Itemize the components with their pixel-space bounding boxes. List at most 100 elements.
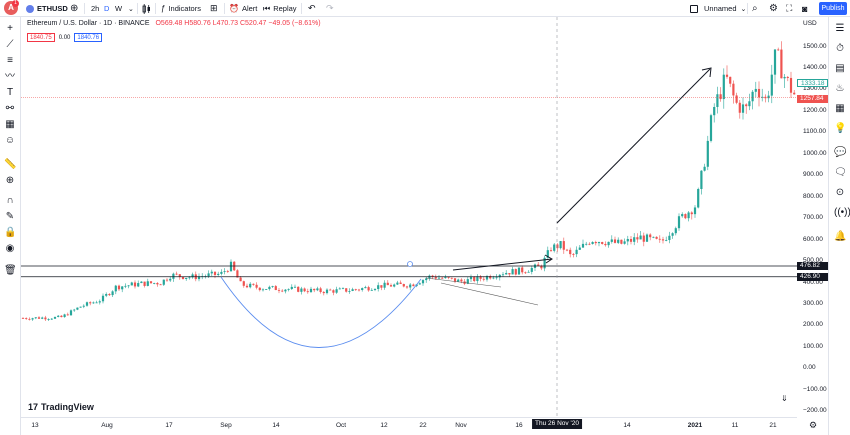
time-tick: 12 <box>380 422 388 429</box>
candle-body <box>175 273 178 275</box>
redo-icon[interactable]: ↷ <box>326 3 334 13</box>
camera-icon[interactable]: ◙ <box>802 3 808 14</box>
trendline-icon[interactable]: ⟋ <box>6 39 14 50</box>
search-icon[interactable]: ⌕ <box>752 3 758 14</box>
replay-button[interactable]: ⏮ Replay <box>263 2 297 15</box>
templates-grid-icon[interactable]: ⊞ <box>210 3 218 13</box>
candle-body <box>335 289 338 293</box>
gear-icon[interactable]: ⚙ <box>769 3 778 14</box>
candle-body <box>191 274 194 278</box>
chart-style-candles-icon[interactable] <box>142 2 151 15</box>
indicators-button[interactable]: ƒ Indicators <box>161 2 201 15</box>
price-label-upper: 1333.18 <box>797 79 828 87</box>
candle-body <box>79 306 82 308</box>
pattern-icon[interactable]: 〰 <box>5 71 15 82</box>
candle-body <box>249 283 252 288</box>
streams-icon[interactable]: ⊙ <box>835 187 845 198</box>
axis-settings-gear-icon[interactable]: ⚙ <box>809 420 818 430</box>
alerts-clock-icon[interactable]: ⏱ <box>836 43 844 54</box>
candle-body <box>709 115 713 141</box>
publish-button[interactable]: Publish <box>819 2 847 15</box>
candle-body <box>370 289 373 291</box>
candle-body <box>185 277 188 279</box>
emoji-icon[interactable]: ☺ <box>4 135 16 146</box>
prediction-icon[interactable]: ⚯ <box>5 103 15 114</box>
chats-icon[interactable]: 🗨 <box>834 167 847 178</box>
time-tick: Sep <box>220 422 232 429</box>
candle-body <box>85 302 89 306</box>
candle-body <box>620 239 623 244</box>
tradingview-logo[interactable]: 17 TradingView <box>28 402 94 412</box>
undo-icon[interactable]: ↶ <box>308 3 316 13</box>
candle-body <box>777 49 780 51</box>
compare-add-icon[interactable]: ⊕ <box>70 3 79 14</box>
hotlist-fire-icon[interactable]: ♨ <box>835 83 845 94</box>
candle-body <box>549 250 553 251</box>
calendar-icon[interactable]: ▦ <box>835 103 845 114</box>
currency-label[interactable]: USD <box>803 20 817 27</box>
candle-body <box>261 289 265 291</box>
candle-body <box>348 290 351 292</box>
zoom-in-icon[interactable]: ⊕ <box>5 175 15 186</box>
notifications-bell-icon[interactable]: 🔔 <box>834 231 847 242</box>
candle-body <box>716 94 719 107</box>
interval-w[interactable]: W <box>115 4 123 13</box>
candle-body <box>188 277 191 279</box>
time-tick: 11 <box>731 422 739 429</box>
candle-body <box>665 239 668 241</box>
candle-body <box>751 91 754 102</box>
candle-body <box>668 235 671 240</box>
candle-body <box>274 286 277 291</box>
interval-dropdown-icon[interactable]: ⌄ <box>128 5 134 13</box>
buy-price-box[interactable]: 1840.76 <box>74 33 103 42</box>
magnet-icon[interactable]: ∩ <box>6 195 14 206</box>
candle-body <box>31 318 34 320</box>
time-axis[interactable]: 13 Aug 17 Sep 14 Oct 12 22 Nov 16 14 2021 11 21 Thu 2… <box>21 417 817 435</box>
alarm-clock-icon: ⏰ <box>229 4 239 13</box>
data-window-icon[interactable]: ▤ <box>835 63 845 74</box>
candle-body <box>44 317 47 320</box>
fullscreen-icon[interactable]: ⛶ <box>786 3 793 13</box>
candle-body <box>498 274 501 278</box>
measure-ruler-icon[interactable]: 📏 <box>4 159 17 170</box>
candle-body <box>565 249 569 251</box>
legend-high: H580.76 <box>184 20 211 27</box>
broadcast-icon[interactable]: ((•)) <box>834 207 850 218</box>
right-sidebar: ☰ ⏱ ▤ ♨ ▦ 💡 💬 🗨 ⊙ ((•)) 🔔 <box>828 17 850 435</box>
candle-body <box>559 241 562 249</box>
interval-d[interactable]: D <box>104 4 110 13</box>
ruler-grid-icon[interactable]: ▦ <box>5 119 15 130</box>
eye-icon[interactable]: ◉ <box>5 243 15 254</box>
candle-body <box>245 285 249 288</box>
price-chart[interactable]: ⇓ <box>21 17 797 417</box>
alert-button[interactable]: ⏰ Alert <box>229 2 257 15</box>
candle-body <box>434 276 437 279</box>
horizontal-lines-icon[interactable]: ≡ <box>7 55 13 66</box>
sell-price-box[interactable]: 1840.75 <box>27 33 55 42</box>
time-tick: 21 <box>769 422 777 429</box>
candle-body <box>108 294 111 296</box>
layout-name: Unnamed <box>704 4 737 13</box>
layout-selector[interactable]: Unnamed ⌄ <box>690 2 746 15</box>
scroll-right-button: ⇓ <box>781 394 788 403</box>
interval-2h[interactable]: 2h <box>91 4 100 13</box>
price-tick: 1000.00 <box>803 150 827 157</box>
trash-icon[interactable]: 🗑 <box>4 265 17 276</box>
ideas-lightbulb-icon[interactable]: 💡 <box>834 123 847 134</box>
candle-body <box>316 288 319 291</box>
chat-icon[interactable]: 💬 <box>834 147 847 158</box>
candle-body <box>37 317 41 319</box>
text-icon[interactable]: T <box>6 87 14 98</box>
candle-body <box>226 271 229 273</box>
lock-pencil-icon[interactable]: ✎ <box>5 211 15 222</box>
lock-icon[interactable]: 🔒 <box>4 227 17 238</box>
candle-body <box>255 284 258 288</box>
candle-body <box>293 286 297 288</box>
legend-title[interactable]: Ethereum / U.S. Dollar · 1D · BINANCE <box>27 20 150 27</box>
price-axis[interactable]: USD 1500.00 1400.00 1300.00 1200.00 1100.00 1… <box>797 17 828 417</box>
crosshair-icon[interactable]: + <box>7 23 13 34</box>
candle-body <box>223 271 226 273</box>
candle-body <box>773 49 777 75</box>
symbol-search[interactable]: ETHUSD <box>26 2 68 15</box>
watchlist-icon[interactable]: ☰ <box>835 23 845 34</box>
